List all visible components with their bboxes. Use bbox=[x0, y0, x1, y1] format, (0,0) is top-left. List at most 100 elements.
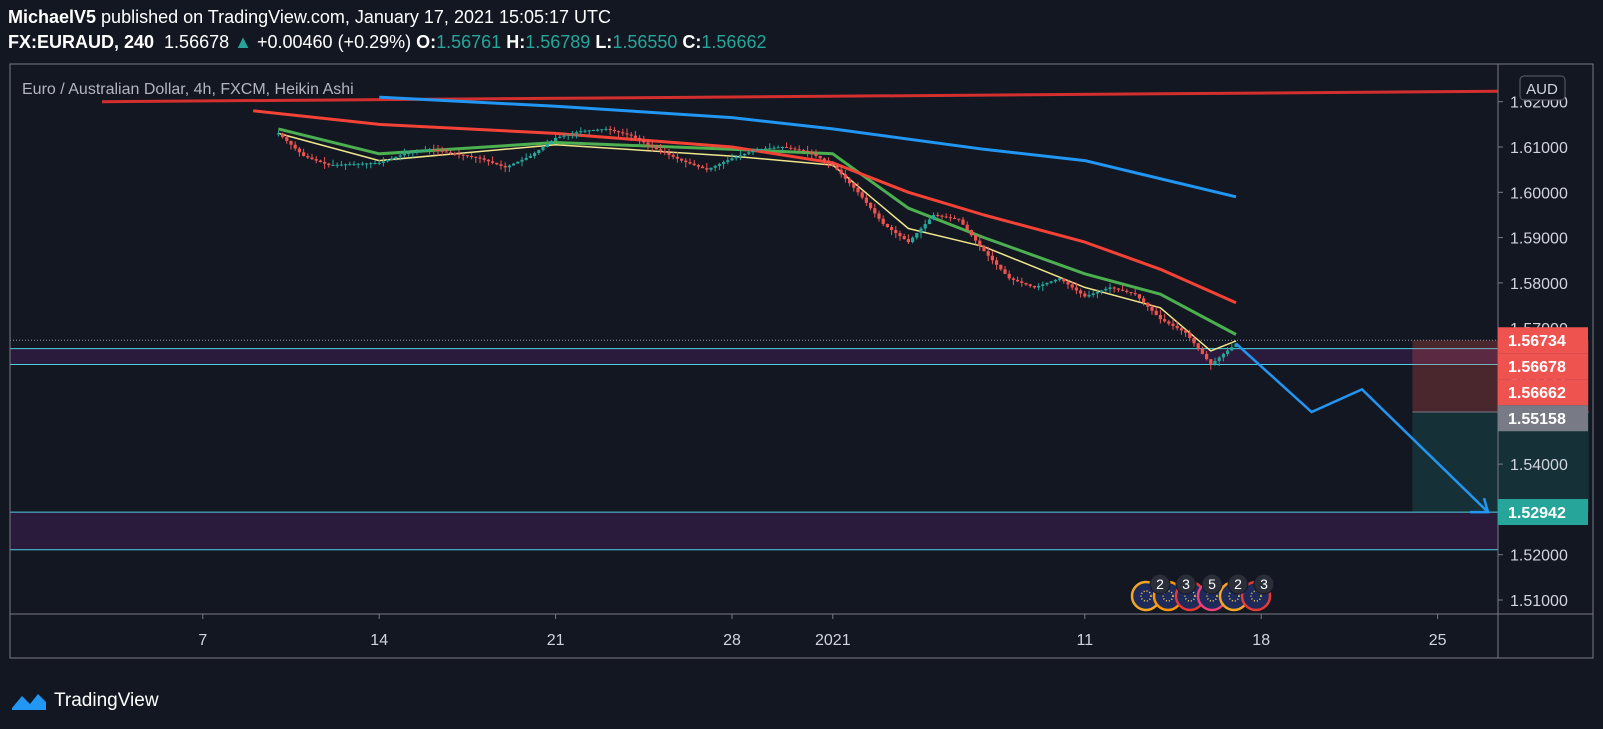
high-label: H: bbox=[506, 32, 526, 52]
candle-body bbox=[982, 245, 986, 252]
candle-body bbox=[344, 164, 348, 166]
candle-body bbox=[797, 149, 801, 151]
candle-body bbox=[709, 167, 713, 170]
event-count-badge bbox=[1175, 573, 1197, 595]
y-tick-label: 1.61000 bbox=[1510, 140, 1568, 157]
candle-body bbox=[1137, 294, 1141, 299]
candle-body bbox=[1020, 281, 1024, 283]
candle-body bbox=[402, 153, 406, 156]
candle-body bbox=[306, 156, 310, 158]
open-value: 1.56761 bbox=[436, 32, 502, 52]
candle-body bbox=[751, 150, 755, 153]
candle-body bbox=[545, 143, 549, 147]
projection-arrowhead bbox=[1470, 497, 1490, 514]
candle-body bbox=[898, 233, 902, 237]
candle-body bbox=[965, 224, 969, 231]
price-label-box bbox=[1498, 327, 1588, 354]
candle-body bbox=[360, 163, 364, 165]
candle-body bbox=[961, 219, 965, 225]
candle-body bbox=[478, 157, 482, 159]
candle-body bbox=[873, 208, 877, 214]
candle-body bbox=[537, 150, 541, 154]
candle-body bbox=[491, 161, 495, 163]
author-name[interactable]: MichaelV5 bbox=[8, 7, 97, 27]
candle-body bbox=[411, 152, 415, 154]
footer-brand[interactable]: TradingView bbox=[54, 690, 159, 711]
candle-body bbox=[570, 133, 574, 135]
candle-body bbox=[554, 137, 558, 141]
candle-body bbox=[461, 154, 465, 156]
eu-stars-icon bbox=[1228, 590, 1240, 602]
candle-body bbox=[814, 153, 818, 157]
candle-body bbox=[1116, 288, 1120, 290]
candle-body bbox=[1087, 294, 1091, 297]
close-label: C: bbox=[682, 32, 702, 52]
candle-body bbox=[474, 156, 478, 158]
ma-line-ema-long bbox=[379, 95, 1237, 199]
x-tick-label: 2021 bbox=[815, 632, 851, 649]
price-label-text: 1.56734 bbox=[1508, 333, 1566, 350]
x-tick-label: 25 bbox=[1429, 632, 1447, 649]
candle-body bbox=[932, 214, 936, 220]
candle-body bbox=[1024, 282, 1028, 285]
candle-body bbox=[449, 152, 453, 154]
candle-body bbox=[583, 130, 587, 132]
candle-body bbox=[743, 153, 747, 156]
chart-title: Euro / Australian Dollar, 4h, FXCM, Heik… bbox=[22, 81, 354, 98]
candle-body bbox=[1188, 332, 1192, 339]
candle-body bbox=[1200, 348, 1204, 354]
candle-body bbox=[1041, 284, 1045, 286]
zone-rect-0 bbox=[10, 348, 1498, 365]
candle-body bbox=[906, 239, 910, 243]
candle-body bbox=[432, 149, 436, 151]
candle-body bbox=[1016, 279, 1020, 282]
candle-body bbox=[999, 264, 1003, 270]
candle-body bbox=[717, 163, 721, 166]
time-axis[interactable]: 7 14 21 28 2021 11 18 25 bbox=[198, 614, 1447, 649]
currency-button[interactable]: AUD bbox=[1519, 75, 1566, 101]
last-price: 1.56678 bbox=[164, 32, 230, 52]
candle-body bbox=[293, 144, 297, 149]
x-tick-label: 28 bbox=[723, 632, 741, 649]
candle-body bbox=[776, 147, 780, 149]
candle-body bbox=[1003, 269, 1007, 274]
candle-body bbox=[1007, 273, 1011, 279]
candle-body bbox=[659, 149, 663, 152]
candle-body bbox=[1230, 347, 1234, 351]
candle-body bbox=[890, 227, 894, 231]
candle-body bbox=[516, 161, 520, 164]
candle-body bbox=[1146, 302, 1150, 307]
candle-body bbox=[1104, 288, 1108, 291]
candle-body bbox=[940, 215, 944, 217]
candle-body bbox=[558, 136, 562, 138]
candle-body bbox=[520, 159, 524, 162]
candle-body bbox=[734, 156, 738, 159]
candle-body bbox=[377, 162, 381, 164]
candle-body bbox=[440, 150, 444, 152]
candle-body bbox=[436, 150, 440, 152]
candle-body bbox=[327, 163, 331, 166]
candle-body bbox=[680, 158, 684, 161]
candle-body bbox=[869, 202, 873, 209]
event-badges[interactable]: 2 3 5 2 3 bbox=[1130, 573, 1275, 612]
candle-body bbox=[650, 144, 654, 147]
candle-body bbox=[1167, 321, 1171, 324]
candle-body bbox=[818, 156, 822, 159]
tradingview-logo-icon[interactable] bbox=[10, 690, 48, 712]
header-ohlc-line: FX:EURAUD, 240 1.56678 ▲ +0.00460 (+0.29… bbox=[8, 32, 766, 53]
candle-body bbox=[512, 163, 516, 166]
candle-body bbox=[281, 133, 285, 138]
trend-line bbox=[101, 89, 1498, 104]
candle-body bbox=[722, 162, 726, 164]
candle-body bbox=[562, 135, 566, 137]
projection-line bbox=[1235, 342, 1489, 513]
candle-body bbox=[369, 163, 373, 165]
candle-body bbox=[465, 155, 469, 157]
candle-body bbox=[877, 213, 881, 219]
candle-body bbox=[1053, 279, 1057, 282]
candle-body bbox=[1108, 287, 1112, 289]
candle-body bbox=[1184, 330, 1188, 333]
candle-body bbox=[835, 165, 839, 170]
candle-body bbox=[617, 131, 621, 133]
